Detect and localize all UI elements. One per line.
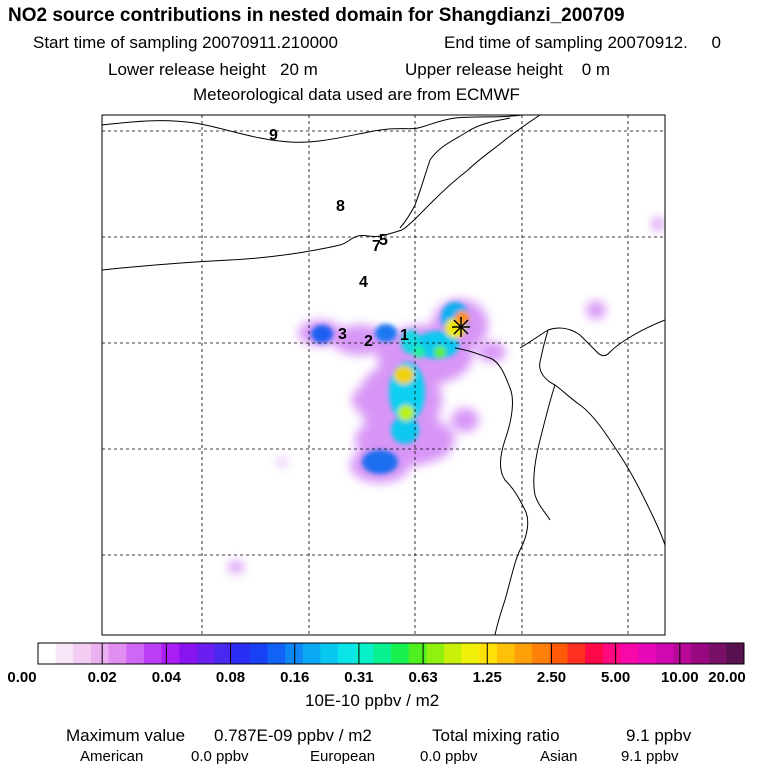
colorbar-swatch [179, 643, 198, 664]
colorbar-swatch [426, 643, 445, 664]
colorbar-tick-label: 0.04 [151, 669, 181, 686]
region-label-8: 8 [336, 198, 345, 215]
colorbar-swatch [514, 643, 533, 664]
colorbar-swatch [408, 643, 427, 664]
colorbar-swatch [620, 643, 639, 664]
colorbar-swatch [285, 643, 304, 664]
colorbar-swatch [443, 643, 463, 664]
map-title: NO2 source contributions in nested domai… [8, 5, 625, 26]
colorbar-tick-label: 0.00 [7, 669, 37, 686]
colorbar-swatch [90, 643, 110, 664]
colorbar-swatch [691, 643, 710, 664]
colorbar-tick-label: 10.00 [661, 669, 699, 686]
colorbar-tick-label: 2.50 [536, 669, 567, 686]
end-time-label: End time of sampling 20070912. 0 [444, 33, 721, 52]
colorbar-swatch [338, 643, 357, 664]
colorbar [37, 642, 745, 665]
colorbar-tick-label: 20.00 [708, 669, 746, 686]
colorbar-swatch [232, 643, 251, 664]
colorbar-swatch [673, 643, 692, 664]
total-mixing-value: 9.1 ppbv [626, 726, 692, 745]
met-data-label: Meteorological data used are from ECMWF [193, 85, 520, 104]
colorbar-swatch [143, 643, 163, 664]
colorbar-swatch [161, 643, 180, 664]
region-label-2: 2 [364, 333, 373, 350]
colorbar-swatch [126, 643, 145, 664]
colorbar-swatch [196, 643, 215, 664]
region-label-9: 9 [269, 127, 278, 144]
region-label-1: 1 [400, 327, 409, 344]
colorbar-swatch [391, 643, 410, 664]
upper-release-label: Upper release height 0 m [405, 60, 611, 79]
colorbar-swatch [461, 643, 480, 664]
colorbar-swatch [655, 643, 674, 664]
region-label-4: 4 [359, 274, 368, 291]
graticule [102, 115, 665, 635]
lower-release-label: Lower release height 20 m [108, 60, 318, 79]
region-label-3: 3 [338, 326, 347, 343]
asian-value: 9.1 ppbv [621, 748, 679, 765]
colorbar-swatch [108, 643, 127, 664]
coastline [102, 115, 665, 635]
colorbar-swatch [708, 643, 727, 664]
american-value: 0.0 ppbv [191, 748, 249, 765]
colorbar-swatch [496, 643, 516, 664]
european-value: 0.0 ppbv [420, 748, 478, 765]
max-value: 0.787E-09 ppbv / m2 [214, 726, 372, 745]
colorbar-tick-label: 0.16 [280, 669, 310, 686]
colorbar-swatch [214, 643, 233, 664]
european-label: European [310, 748, 376, 765]
colorbar-swatch [585, 643, 604, 664]
region-label-7: 7 [372, 238, 381, 255]
asian-label: Asian [540, 748, 578, 765]
american-label: American [80, 748, 144, 765]
colorbar-swatch [726, 643, 745, 664]
total-mixing-label: Total mixing ratio [432, 726, 560, 745]
colorbar-swatch [532, 643, 551, 664]
colorbar-unit: 10E-10 ppbv / m2 [305, 691, 440, 710]
region-labels: 1 23 4 57 8 9 [269, 127, 409, 350]
colorbar-swatch [373, 643, 392, 664]
colorbar-swatch [602, 643, 621, 664]
site-marker-icon [452, 317, 470, 337]
colorbar-swatch [55, 643, 74, 664]
plume-field [228, 217, 664, 573]
colorbar-tick-label: 0.63 [408, 669, 438, 686]
colorbar-swatch [567, 643, 586, 664]
colorbar-swatch [549, 643, 568, 664]
colorbar-tick-label: 1.25 [472, 669, 502, 686]
colorbar-tick-label: 0.08 [215, 669, 246, 686]
map-frame [101, 114, 666, 636]
colorbar-swatch [73, 643, 92, 664]
colorbar-swatch [302, 643, 321, 664]
colorbar-swatch [267, 643, 286, 664]
region-label-5: 5 [379, 232, 388, 249]
colorbar-tick-label: 0.31 [344, 669, 374, 686]
start-time-label: Start time of sampling 20070911.210000 [33, 33, 338, 52]
max-value-label: Maximum value [66, 726, 186, 745]
colorbar-swatch [249, 643, 268, 664]
colorbar-swatch [320, 643, 339, 664]
colorbar-swatch [638, 643, 657, 664]
colorbar-swatch [479, 643, 498, 664]
colorbar-tick-label: 5.00 [601, 669, 631, 686]
colorbar-frame [37, 642, 745, 665]
colorbar-tick-label: 0.02 [87, 669, 117, 686]
colorbar-swatch [355, 643, 374, 664]
colorbar-swatch [38, 643, 57, 664]
